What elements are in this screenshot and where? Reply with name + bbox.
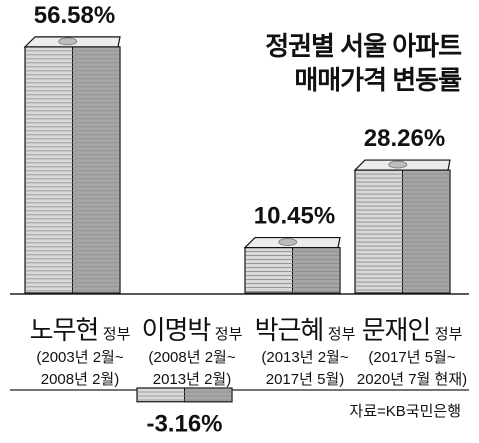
- bar-side: [72, 46, 121, 294]
- bar-texture: [138, 391, 231, 401]
- category-name: 노무현: [29, 315, 100, 345]
- category-label-3: 박근혜 정부 (2013년 2월~ 2017년 5월): [245, 310, 365, 391]
- value-label-3: 10.45%: [254, 203, 335, 230]
- category-name: 이명박: [141, 315, 212, 345]
- bar-texture: [356, 173, 449, 291]
- period-line-2: 2008년 2월): [40, 371, 120, 388]
- chart-title-line-1: 정권별 서울 아파트: [265, 31, 462, 61]
- period-line-1: (2003년 2월~: [36, 349, 124, 366]
- chart-title-line-2: 매매가격 변동률: [294, 65, 462, 95]
- bar-3: [243, 236, 341, 294]
- bar-top-emblem: [388, 160, 408, 169]
- category-suffix: 정부: [327, 326, 356, 343]
- bar-top-emblem: [278, 238, 298, 246]
- category-label-2: 이명박 정부 (2008년 2월~ 2013년 2월): [132, 310, 252, 391]
- source-note: 자료=KB국민은행: [349, 403, 461, 420]
- period-line-1: (2013년 2월~: [261, 349, 349, 366]
- period-line-2: 2017년 5월): [265, 371, 345, 388]
- bar-side: [292, 247, 341, 294]
- bar-side: [402, 169, 451, 294]
- category-suffix: 정부: [214, 326, 243, 343]
- category-suffix: 정부: [102, 326, 131, 343]
- bar-texture: [26, 50, 119, 292]
- bar-top-emblem: [58, 37, 78, 46]
- bar-texture: [246, 251, 339, 292]
- period-line-1: (2008년 2월~: [148, 349, 236, 366]
- category-suffix: 정부: [434, 326, 463, 343]
- bar-1: [23, 36, 121, 294]
- value-label-4: 28.26%: [364, 125, 445, 152]
- category-label-4: 문재인 정부 (2017년 5월~ 2020년 7월 현재): [350, 310, 474, 391]
- period-line-1: (2017년 5월~: [368, 349, 456, 366]
- category-label-1: 노무현 정부 (2003년 2월~ 2008년 2월): [20, 310, 140, 391]
- bar-2: [136, 387, 233, 403]
- value-label-1: 56.58%: [34, 2, 115, 29]
- category-name: 문재인: [361, 315, 432, 345]
- value-label-2: -3.16%: [146, 411, 222, 438]
- bar-side: [184, 387, 233, 403]
- period-line-2: 2020년 7월 현재): [356, 371, 468, 388]
- category-name: 박근혜: [254, 315, 325, 345]
- period-line-2: 2013년 2월): [152, 371, 232, 388]
- bar-4: [353, 159, 451, 294]
